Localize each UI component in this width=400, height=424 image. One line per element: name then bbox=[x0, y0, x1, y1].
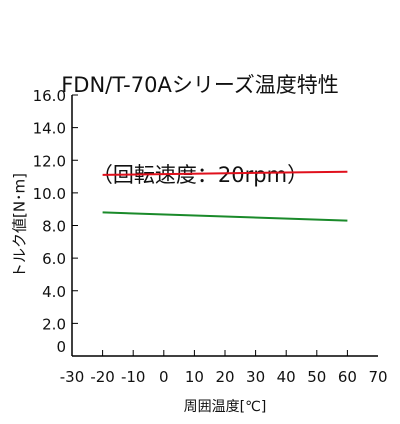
y-axis-title: トルク値[N･m] bbox=[11, 173, 29, 278]
y-tick-label: 12.0 bbox=[33, 152, 66, 170]
y-tick-label: 8.0 bbox=[42, 218, 66, 236]
series-line-2 bbox=[102, 211, 348, 222]
chart-title: FDN/T-70Aシリーズ温度特性 bbox=[61, 73, 339, 97]
x-tick-label: -10 bbox=[121, 368, 146, 386]
x-tick-label: 20 bbox=[215, 368, 234, 386]
x-tick-label: 0 bbox=[159, 368, 169, 386]
axes-layer: 02.04.06.08.010.012.014.016.0-30 -20 -10 0 1… bbox=[33, 87, 388, 386]
x-axis-title: 周囲温度[℃] bbox=[184, 399, 267, 415]
y-tick-label: 14.0 bbox=[33, 120, 66, 138]
x-tick-label: 10 bbox=[185, 368, 204, 386]
y-tick-label: 10.0 bbox=[33, 185, 66, 203]
x-tick-label: 30 bbox=[246, 368, 265, 386]
y-tick-label: 2.0 bbox=[42, 315, 66, 333]
series-line-1 bbox=[102, 170, 348, 176]
x-tick-label: -20 bbox=[90, 368, 115, 386]
y-tick-label: 0 bbox=[56, 338, 66, 356]
x-tick-label: 50 bbox=[307, 368, 326, 386]
x-tick-label: 60 bbox=[338, 368, 357, 386]
chart-title-block: FDN/T-70Aシリーズ温度特性 （回転速度：20rpm） bbox=[0, 10, 400, 250]
x-tick-label: 70 bbox=[368, 368, 387, 386]
series-layer bbox=[102, 170, 348, 222]
x-tick-label: 40 bbox=[277, 368, 296, 386]
y-tick-label: 16.0 bbox=[33, 87, 66, 105]
x-tick-label: -30 bbox=[60, 368, 85, 386]
y-tick-label: 6.0 bbox=[42, 250, 66, 268]
y-tick-label: 4.0 bbox=[42, 283, 66, 301]
